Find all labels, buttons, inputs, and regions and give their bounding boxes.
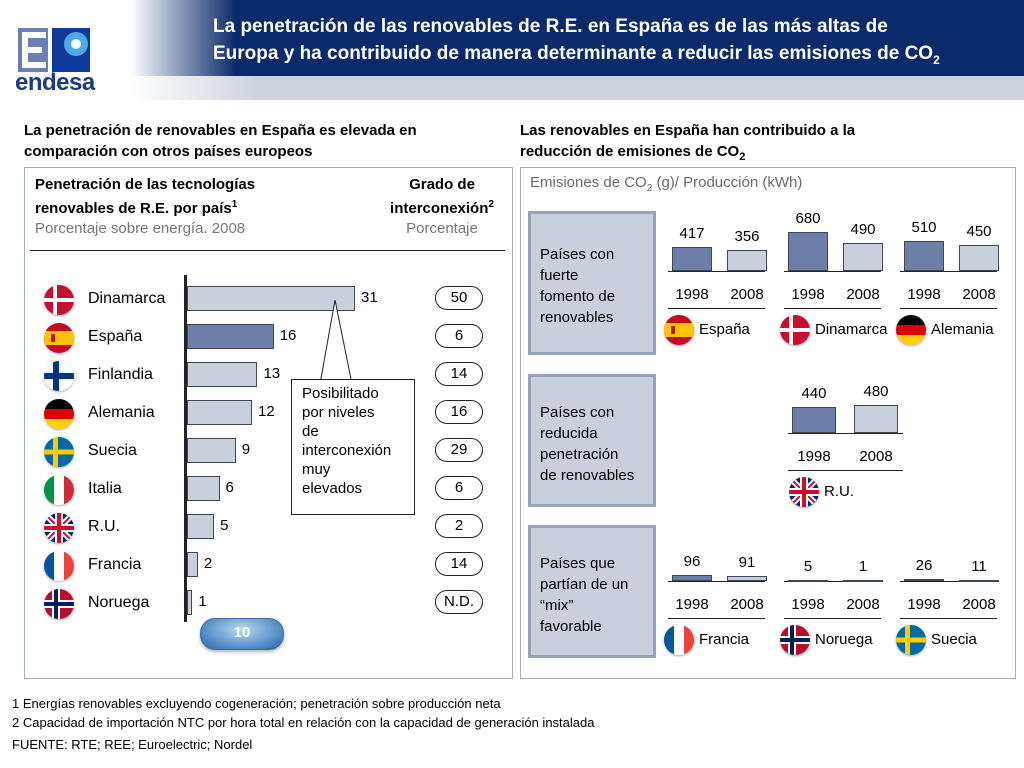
endesa-logo-text: endesa	[15, 69, 95, 96]
group-label-line: renovables	[540, 309, 614, 326]
callout-line: Posibilitado	[302, 385, 379, 402]
group-label-line: partían de un	[540, 576, 629, 593]
title-subscript: 2	[933, 52, 940, 67]
right-panel	[520, 167, 1016, 679]
group-label-line: de renovables	[540, 467, 635, 484]
left-panel-title-line-2: renovables de R.E. por país	[35, 200, 232, 217]
callout-line: elevados	[302, 480, 363, 497]
left-heading: La penetración de renovables en España e…	[24, 120, 504, 162]
group-label-line: Países con	[540, 404, 615, 421]
interconnection-header: Grado de interconexión2 Porcentaje	[374, 175, 510, 239]
group-box-low-renewables: Países con reducida penetración de renov…	[528, 374, 656, 507]
group-box-favorable-mix: Países que partían de un “mix” favorable	[528, 525, 656, 658]
left-panel-title: Penetración de las tecnologías renovable…	[35, 175, 355, 239]
group-label-line: favorable	[540, 618, 602, 635]
average-badge: 10	[200, 618, 284, 650]
left-heading-line-2: comparación con otros países europeos	[24, 143, 313, 160]
callout-box: Posibilitado por niveles de interconexió…	[291, 379, 415, 515]
title-line-1: La penetración de las renovables de R.E.…	[213, 16, 888, 37]
interconnection-title-sup: 2	[488, 199, 494, 210]
right-heading-sub: 2	[739, 151, 746, 163]
callout-pointer	[319, 300, 353, 385]
left-panel-divider	[30, 250, 505, 251]
interconnection-subtitle: Porcentaje	[406, 220, 478, 237]
group-label-line: fuerte	[540, 267, 579, 284]
left-heading-line-1: La penetración de renovables en España e…	[24, 122, 417, 139]
header: endesa La penetración de las renovables …	[0, 0, 1024, 100]
callout-line: de	[302, 423, 319, 440]
page-title: La penetración de las renovables de R.E.…	[213, 13, 1013, 74]
left-panel-title-line-1: Penetración de las tecnologías	[35, 176, 256, 193]
interconnection-title-line-2: interconexión	[390, 200, 489, 217]
right-panel-title-sub: 2	[646, 183, 653, 194]
group-label-line: reducida	[540, 425, 598, 442]
header-band	[255, 0, 1024, 76]
callout-line: interconexión	[302, 442, 392, 459]
bar-chart-axis	[184, 275, 187, 622]
right-panel-title-post: (g)/ Producción (kWh)	[652, 174, 803, 191]
left-panel	[24, 167, 513, 679]
group-label-line: penetración	[540, 446, 619, 463]
interconnection-title-line-1: Grado de	[409, 176, 475, 193]
right-panel-title-pre: Emisiones de CO	[530, 174, 647, 191]
header-gradient-grey	[130, 76, 255, 100]
right-heading: Las renovables en España han contribuido…	[520, 120, 1000, 168]
endesa-logo-mark	[18, 28, 90, 72]
source-note: FUENTE: RTE; REE; Euroelectric; Nordel	[12, 737, 253, 752]
right-heading-line-1: Las renovables en España han contribuido…	[520, 122, 856, 139]
left-panel-subtitle: Porcentaje sobre energía. 2008	[35, 220, 246, 237]
group-label-line: “mix”	[540, 597, 574, 614]
header-band-grey	[255, 76, 1024, 100]
group-label-line: fomento de	[540, 288, 616, 305]
footnote-1: 1 Energías renovables excluyendo cogener…	[12, 696, 501, 711]
callout-line: muy	[302, 461, 331, 478]
group-label-line: Países con	[540, 246, 615, 263]
title-line-2: Europa y ha contribuido de manera determ…	[213, 43, 934, 64]
left-panel-title-sup: 1	[231, 199, 238, 210]
group-box-high-renewables: Países con fuerte fomento de renovables	[528, 211, 656, 355]
right-heading-line-2: reducción de emisiones de CO	[520, 143, 740, 160]
right-panel-title: Emisiones de CO2 (g)/ Producción (kWh)	[530, 174, 802, 194]
footnote-2: 2 Capacidad de importación NTC por hora …	[12, 715, 595, 730]
callout-line: por niveles	[302, 404, 375, 421]
group-label-line: Países que	[540, 555, 616, 572]
